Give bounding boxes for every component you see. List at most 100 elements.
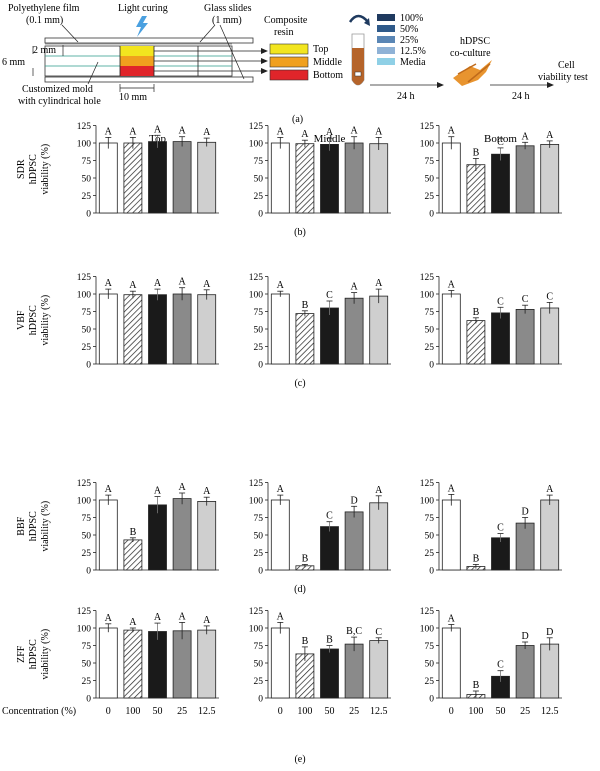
bar	[197, 141, 217, 214]
significance-letter: A	[203, 279, 211, 290]
y-tick-label: 25	[82, 677, 92, 687]
y-tick-label: 25	[254, 549, 264, 559]
y-tick-label: 25	[425, 677, 435, 687]
bar	[320, 143, 339, 214]
chart-panel: 0 25 50 75 100 125 A A A A A	[77, 122, 219, 220]
y-tick-label: 125	[249, 479, 264, 489]
y-tick-label: 25	[425, 343, 435, 353]
row-material-label: ZFF	[16, 645, 27, 663]
y-tick-label: 125	[249, 273, 264, 283]
bar	[123, 294, 143, 365]
y-tick-label: 25	[82, 549, 92, 559]
significance-letter: C	[497, 137, 504, 148]
significance-letter: B	[302, 636, 309, 647]
significance-letter: A	[375, 485, 383, 496]
x-tick-label: 50	[153, 706, 163, 717]
significance-letter: A	[546, 130, 554, 141]
bar	[441, 293, 461, 365]
y-tick-label: 50	[82, 326, 92, 336]
bar	[466, 320, 486, 365]
dilution-label: 50%	[400, 24, 418, 35]
significance-letter: C	[522, 294, 529, 305]
y-tick-label: 50	[82, 532, 92, 542]
bar	[441, 142, 461, 214]
bar	[148, 631, 167, 699]
bar	[320, 648, 339, 699]
mold-label-2: with cylindrical hole	[18, 96, 101, 107]
y-tick-label: 125	[77, 122, 92, 132]
dilution-swatch	[377, 36, 395, 43]
y-tick-label: 100	[249, 497, 264, 507]
row-ylabel-unit: viability (%)	[40, 629, 51, 680]
y-tick-label: 50	[425, 660, 435, 670]
test-label: Cell	[558, 60, 575, 71]
significance-letter: A	[277, 126, 285, 137]
dilution-label: 12.5%	[400, 46, 426, 57]
significance-letter: A	[129, 280, 137, 291]
chart-panel: 0 25 50 75 100 125 A B C D A	[420, 479, 562, 577]
significance-letter: B	[473, 147, 480, 158]
chart-panel: 0 25 50 75 100 125 A B C D D	[420, 607, 562, 705]
significance-letter: A	[129, 126, 137, 137]
y-tick-label: 75	[254, 308, 264, 318]
dilution-label: Media	[400, 57, 426, 68]
x-tick-label: 25	[520, 706, 530, 717]
row-ylabel-text: hDPSC	[28, 154, 39, 184]
bar	[491, 153, 510, 214]
dim-6mm-label: 6 mm	[2, 57, 25, 68]
chart-panel: 0 25 50 75 100 125 A A A A A	[249, 122, 391, 220]
dim-2mm-label: 2 mm	[33, 45, 56, 56]
significance-letter: A	[326, 127, 334, 138]
y-tick-label: 0	[86, 567, 91, 577]
row-ylabel-unit: viability (%)	[40, 501, 51, 552]
y-tick-label: 0	[258, 361, 263, 371]
y-tick-label: 75	[425, 157, 435, 167]
y-tick-label: 100	[249, 625, 264, 635]
bar	[172, 498, 192, 571]
bar	[515, 645, 535, 699]
bar	[466, 164, 486, 214]
row-ylabel-unit: viability (%)	[40, 144, 51, 195]
significance-letter: A	[203, 615, 211, 626]
time2-label: 24 h	[512, 91, 530, 102]
bar	[270, 627, 290, 699]
chart-panel: 0 25 50 75 100 125 A B C A A	[420, 122, 562, 220]
x-tick-label: 50	[496, 706, 506, 717]
chart-panel: 0 25 50 75 100 125 A B C D A	[249, 479, 391, 577]
bar	[197, 629, 217, 699]
significance-letter: B	[302, 300, 309, 311]
y-tick-label: 0	[86, 361, 91, 371]
y-tick-label: 50	[82, 175, 92, 185]
significance-letter: B,C	[346, 626, 362, 637]
y-tick-label: 0	[86, 210, 91, 220]
y-tick-label: 100	[420, 291, 435, 301]
vial-icon	[348, 14, 370, 86]
y-tick-label: 125	[77, 479, 92, 489]
bar	[344, 297, 364, 365]
bar	[491, 537, 510, 571]
significance-letter: B	[473, 553, 480, 564]
y-tick-label: 75	[82, 514, 92, 524]
row-ylabel-text: hDPSC	[28, 511, 39, 541]
significance-letter: B	[326, 635, 333, 646]
bar	[197, 294, 217, 365]
bar	[197, 500, 217, 571]
y-tick-label: 50	[425, 326, 435, 336]
bar	[515, 145, 535, 214]
chart-panel: 0 25 50 75 100 125 A B C A A	[249, 273, 391, 371]
significance-letter: A	[521, 131, 529, 142]
x-tick-label: 50	[325, 706, 335, 717]
significance-letter: A	[203, 127, 211, 138]
y-tick-label: 0	[429, 695, 434, 705]
y-tick-label: 100	[77, 140, 92, 150]
y-tick-label: 0	[429, 361, 434, 371]
x-axis-label: Concentration (%)	[2, 706, 76, 717]
resin-label-2: resin	[274, 27, 293, 38]
y-tick-label: 125	[420, 273, 435, 283]
x-tick-label: 12.5	[370, 706, 388, 717]
y-tick-label: 25	[254, 192, 264, 202]
significance-letter: A	[203, 486, 211, 497]
bar	[98, 293, 118, 365]
y-tick-label: 25	[254, 677, 264, 687]
significance-letter: A	[154, 124, 162, 135]
